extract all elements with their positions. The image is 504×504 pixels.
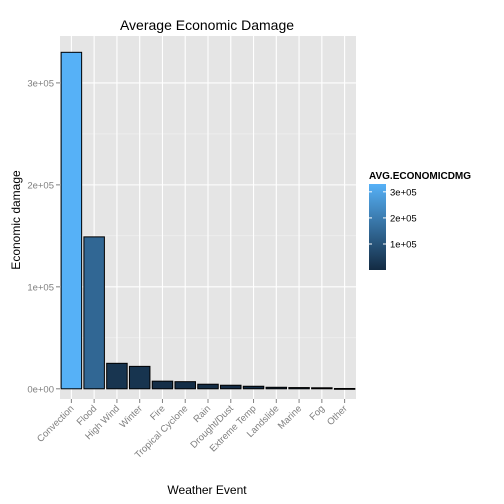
bar-marine xyxy=(288,387,310,390)
legend-title: AVG.ECONOMICDMG xyxy=(369,171,471,182)
y-tick-label: 0e+00 xyxy=(27,384,54,395)
legend-tick-label: 1e+05 xyxy=(390,239,417,250)
x-tick-label: Other xyxy=(325,403,350,428)
chart-title: Average Economic Damage xyxy=(120,17,294,33)
y-tick-label: 2e+05 xyxy=(27,180,54,191)
x-tick-label: Fire xyxy=(148,403,167,422)
y-axis-ticks: 0e+00 1e+05 2e+05 3e+05 xyxy=(27,78,60,395)
bar-flood xyxy=(83,236,105,390)
y-tick-label: 3e+05 xyxy=(27,78,54,89)
bar-drought-dust xyxy=(220,384,242,390)
legend: AVG.ECONOMICDMG 1e+05 2e+05 3e+05 xyxy=(369,171,471,270)
bar-winter xyxy=(128,365,151,390)
bar-high-wind xyxy=(106,362,128,390)
x-axis-label: Weather Event xyxy=(167,483,247,497)
y-axis-label: Economic damage xyxy=(9,170,23,270)
x-tick-label: Marine xyxy=(276,403,304,431)
legend-tick-label: 2e+05 xyxy=(390,213,417,224)
bar-other xyxy=(333,387,356,390)
legend-ticks: 1e+05 2e+05 3e+05 xyxy=(369,187,417,250)
bar-fog xyxy=(311,387,333,390)
bar-landslide xyxy=(265,386,288,390)
x-tick-label: Winter xyxy=(118,403,145,430)
bar-rain xyxy=(197,383,219,390)
bar-fire xyxy=(151,380,174,390)
bar-extreme-temp xyxy=(242,385,265,390)
y-tick-label: 1e+05 xyxy=(27,282,54,293)
legend-colorbar xyxy=(369,184,386,270)
bar-tropical-cyclone xyxy=(174,381,196,390)
legend-tick-label: 3e+05 xyxy=(390,187,417,198)
bar-convection xyxy=(60,51,83,390)
bars xyxy=(60,51,356,390)
x-tick-label: Convection xyxy=(35,403,76,444)
x-tick-label: Fog xyxy=(308,403,327,422)
